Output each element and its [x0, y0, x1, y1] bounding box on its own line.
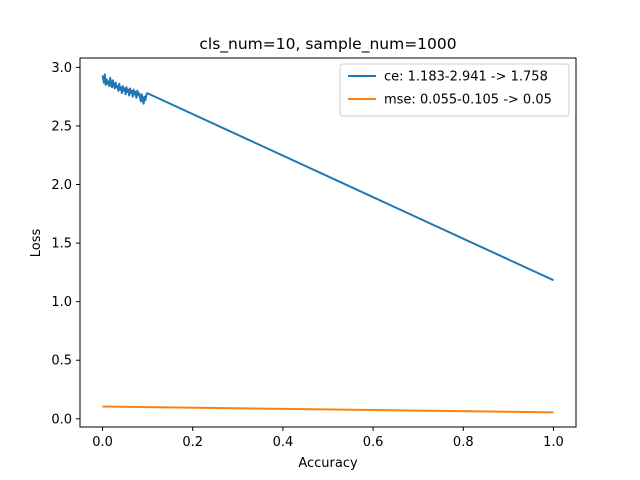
y-tick-label: 1.5: [51, 237, 72, 252]
x-tick-label: 0.8: [453, 435, 474, 450]
legend: ce: 1.183-2.941 -> 1.758 mse: 0.055-0.105…: [339, 63, 570, 117]
y-tick-label: 1.0: [51, 295, 72, 310]
legend-label-2: mse: 0.055-0.105 -> 0.05: [384, 93, 552, 108]
x-tick-label: 0.4: [273, 435, 294, 450]
legend-box: [339, 63, 570, 117]
y-tick-label: 2.5: [51, 119, 72, 134]
axes-frame: [79, 57, 577, 428]
x-tick-label: 0.0: [92, 435, 113, 450]
y-tick-label: 0.0: [51, 412, 72, 427]
y-axis: 0.0 0.5 1.0 1.5 2.0 2.5 3.0: [51, 61, 80, 427]
legend-label-1: ce: 1.183-2.941 -> 1.758: [384, 70, 548, 85]
y-tick-label: 0.5: [51, 354, 72, 369]
x-tick-label: 0.6: [363, 435, 384, 450]
chart-title: cls_num=10, sample_num=1000: [199, 35, 456, 54]
x-tick-label: 0.2: [182, 435, 203, 450]
plot-area: [101, 73, 554, 414]
series-line-1: [101, 73, 554, 282]
y-tick-label: 3.0: [51, 61, 72, 76]
x-axis: 0.0 0.2 0.4 0.6 0.8 1.0: [92, 427, 564, 450]
y-axis-label: Loss: [29, 229, 44, 258]
x-axis-label: Accuracy: [298, 456, 358, 471]
series-line-2: [102, 405, 554, 414]
y-tick-label: 2.0: [51, 178, 72, 193]
x-tick-label: 1.0: [543, 435, 564, 450]
